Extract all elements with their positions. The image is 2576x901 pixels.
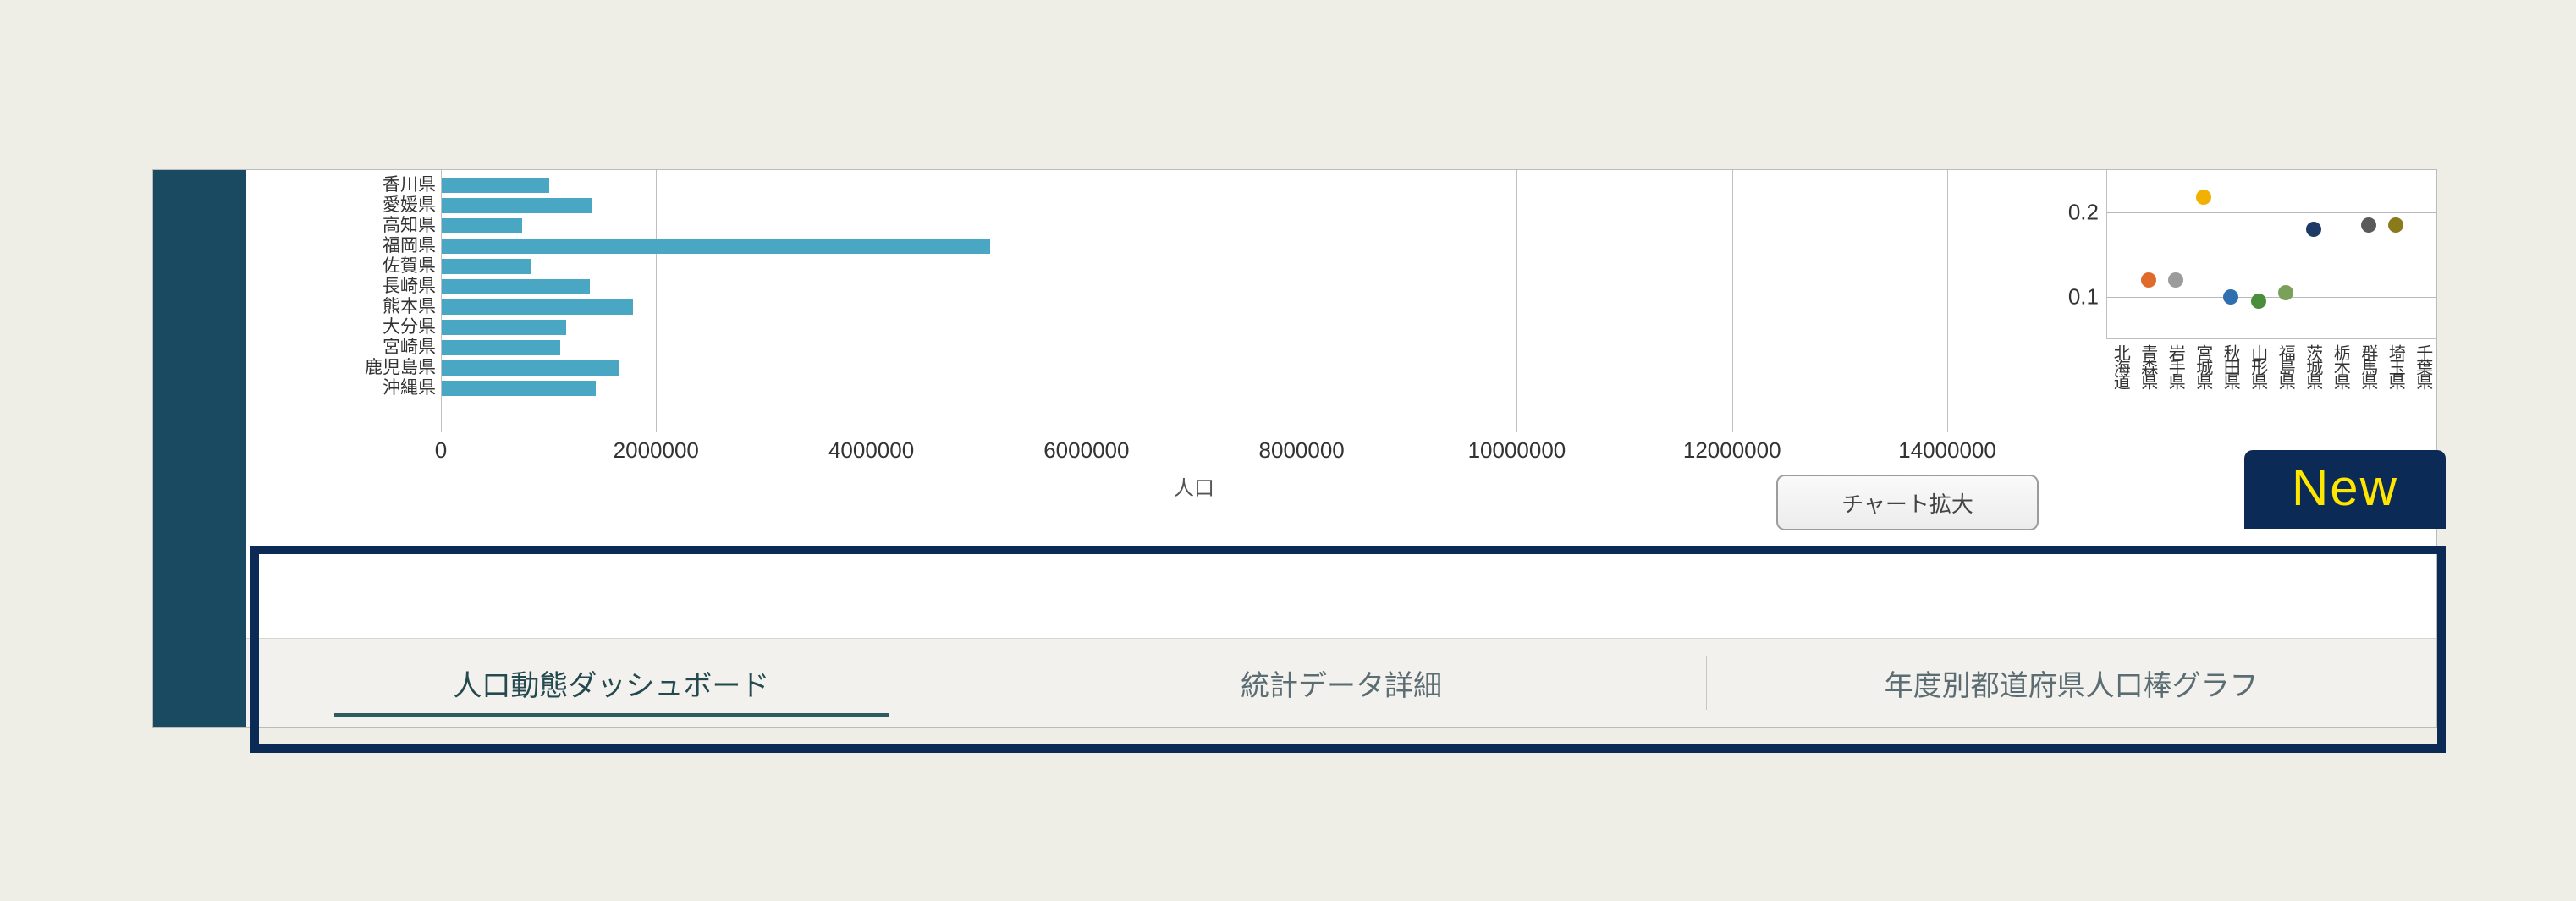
bar-chart-bar: [442, 360, 619, 376]
scatter-point: [2306, 222, 2321, 237]
scatter-point: [2168, 272, 2183, 288]
scatter-y-tick-label: 0.1: [2068, 284, 2107, 310]
bar-chart-bar: [442, 381, 596, 396]
scatter-point: [2388, 217, 2403, 233]
scatter-plot-area: 0.10.2: [2106, 170, 2436, 339]
scatter-x-category-label: 栃木県: [2331, 344, 2348, 387]
bar-chart-x-tick-label: 6000000: [1043, 437, 1129, 464]
bar-chart-category-label: 熊本県: [383, 297, 441, 317]
chart-area: 香川県愛媛県高知県福岡県佐賀県長崎県熊本県大分県宮崎県鹿児島県沖縄県 人口 0 2…: [246, 170, 2436, 638]
left-nav-rail: [153, 170, 246, 727]
bar-chart-x-tick-label: 12000000: [1683, 437, 1781, 464]
bar-chart-category-label: 長崎県: [383, 277, 441, 297]
scatter-x-category-label: 埼玉県: [2386, 344, 2403, 387]
scatter-point: [2223, 289, 2238, 305]
dashboard-window: 香川県愛媛県高知県福岡県佐賀県長崎県熊本県大分県宮崎県鹿児島県沖縄県 人口 0 2…: [152, 169, 2437, 728]
new-badge-label: New: [2292, 459, 2398, 516]
bottom-tab-bar: 人口動態ダッシュボード 統計データ詳細 年度別都道府県人口棒グラフ: [246, 638, 2436, 727]
bar-chart-x-tick-label: 4000000: [828, 437, 914, 464]
bar-chart-category-label: 沖縄県: [383, 378, 441, 398]
slide-canvas: 香川県愛媛県高知県福岡県佐賀県長崎県熊本県大分県宮崎県鹿児島県沖縄県 人口 0 2…: [0, 0, 2576, 901]
bar-chart-bar: [442, 198, 592, 213]
scatter-x-category-label: 福島県: [2276, 344, 2293, 387]
scatter-x-category-label: 群馬県: [2359, 344, 2376, 387]
bar-chart-bar: [442, 218, 522, 233]
scatter-point: [2196, 190, 2211, 205]
scatter-x-category-label: 青森県: [2139, 344, 2156, 387]
bar-chart-category-label: 佐賀県: [383, 256, 441, 277]
bar-chart-category-label: 鹿児島県: [365, 358, 441, 378]
tab-1[interactable]: 統計データ詳細: [977, 639, 1707, 727]
scatter-x-category-label: 岩手県: [2166, 344, 2183, 387]
scatter-x-category-label: 茨城県: [2304, 344, 2321, 387]
scatter-x-category-label: 秋田県: [2221, 344, 2238, 387]
bar-chart-bar: [442, 340, 560, 355]
bar-chart-bar: [442, 299, 633, 315]
scatter-x-category-label: 宮城県: [2194, 344, 2211, 387]
enlarge-chart-button-label: チャート拡大: [1841, 487, 1973, 519]
tab-label: 人口動態ダッシュボード: [453, 662, 769, 704]
bar-chart-x-tick-label: 14000000: [1898, 437, 1996, 464]
scatter-gridline: [2107, 212, 2436, 213]
scatter-point: [2251, 294, 2266, 309]
scatter-point: [2361, 217, 2376, 233]
bar-chart-x-tick-label: 2000000: [614, 437, 699, 464]
scatter-chart: 0.10.2 北海道青森県岩手県宮城県秋田県山形県福島県茨城県栃木県群馬県埼玉県…: [2039, 170, 2436, 407]
scatter-gridline: [2107, 297, 2436, 298]
bar-chart-category-label: 福岡県: [383, 236, 441, 256]
bar-chart-category-label: 高知県: [383, 216, 441, 236]
bar-chart-bars: 香川県愛媛県高知県福岡県佐賀県長崎県熊本県大分県宮崎県鹿児島県沖縄県: [441, 170, 1947, 432]
bar-chart-x-tick-label: 0: [435, 437, 447, 464]
bar-chart-bar: [442, 259, 531, 274]
scatter-point: [2278, 285, 2293, 300]
scatter-x-category-label: 千葉県: [2414, 344, 2431, 387]
bar-chart-gridline: [1947, 170, 1948, 432]
scatter-x-category-label: 山形県: [2249, 344, 2266, 387]
scatter-x-category-label: 北海道: [2111, 344, 2128, 387]
bar-chart-bar: [442, 279, 590, 294]
tab-0[interactable]: 人口動態ダッシュボード: [246, 639, 977, 727]
bar-chart-x-tick-label: 10000000: [1468, 437, 1566, 464]
bar-chart-category-label: 愛媛県: [383, 195, 441, 216]
bar-chart-bar: [442, 320, 566, 335]
tab-label: 年度別都道府県人口棒グラフ: [1885, 662, 2259, 704]
population-bar-chart: 香川県愛媛県高知県福岡県佐賀県長崎県熊本県大分県宮崎県鹿児島県沖縄県: [441, 170, 1947, 432]
bar-chart-category-label: 宮崎県: [383, 338, 441, 358]
tab-label: 統計データ詳細: [1241, 662, 1442, 704]
bar-chart-category-label: 大分県: [383, 317, 441, 338]
bar-chart-x-tick-label: 8000000: [1259, 437, 1345, 464]
bar-chart-bar: [442, 178, 549, 193]
bar-chart-category-label: 香川県: [383, 175, 441, 195]
bar-chart-bar: [442, 239, 990, 254]
scatter-x-categories: 北海道青森県岩手県宮城県秋田県山形県福島県茨城県栃木県群馬県埼玉県千葉県: [2106, 344, 2436, 407]
bar-chart-x-axis-label: 人口: [1174, 471, 1214, 501]
tab-2[interactable]: 年度別都道府県人口棒グラフ: [1706, 639, 2436, 727]
new-badge: New: [2244, 450, 2446, 529]
enlarge-chart-button[interactable]: チャート拡大: [1776, 475, 2039, 530]
scatter-y-tick-label: 0.2: [2068, 200, 2107, 226]
bar-chart-x-axis: 人口 0200000040000006000000800000010000000…: [441, 432, 1947, 492]
scatter-point: [2141, 272, 2156, 288]
